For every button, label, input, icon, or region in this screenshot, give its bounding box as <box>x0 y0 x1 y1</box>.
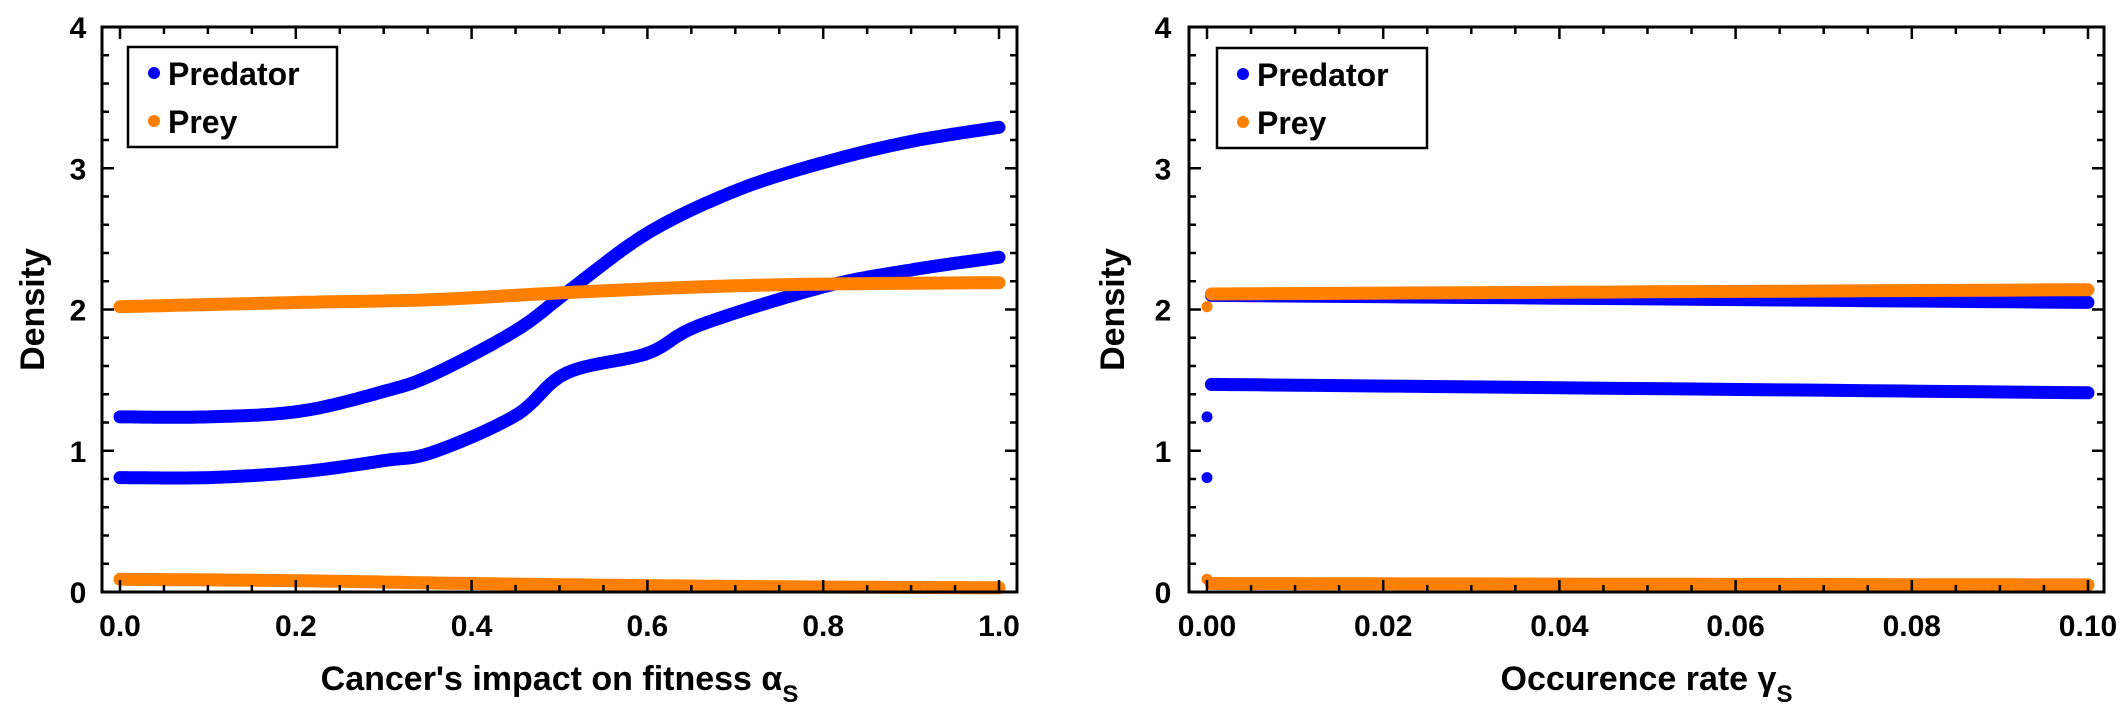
x-axis-title-subscript: S <box>782 681 798 708</box>
y-tick-label: 1 <box>1155 436 1172 469</box>
data-curve-prey <box>1204 577 2095 592</box>
x-axis-title-subscript: S <box>1776 681 1792 708</box>
axis-ticks <box>1189 25 2104 594</box>
y-axis-title: Density <box>1094 248 1132 371</box>
x-axis-title: Cancer's impact on fitness αS <box>321 660 799 708</box>
x-axis-title-text: Cancer's impact on fitness α <box>321 660 783 698</box>
legend-marker-predator <box>1237 68 1249 80</box>
panel-gamma: 0.00 0.02 0.04 0.06 0.08 0.10 0 1 2 3 4 Occurence… <box>1094 12 2117 708</box>
data-point-prey <box>1201 573 1213 585</box>
plot-area-marks <box>113 120 1006 595</box>
y-tick-label: 4 <box>1155 12 1172 45</box>
y-tick-label: 2 <box>1155 295 1172 328</box>
y-tick-label: 0 <box>1155 577 1172 610</box>
y-tick-label: 3 <box>1155 153 1172 186</box>
y-tick-label: 2 <box>70 295 87 328</box>
legend-label-prey: Prey <box>1257 105 1327 141</box>
legend: Predator Prey <box>126 45 339 149</box>
legend-marker-prey <box>148 115 160 127</box>
x-tick-label: 0.0 <box>99 610 141 643</box>
x-tick-label: 0.8 <box>802 610 844 643</box>
x-tick-label: 0.00 <box>1178 610 1236 643</box>
series-prey-3 <box>1204 577 2095 592</box>
series-prey-3 <box>113 572 1006 595</box>
data-curve-prey <box>113 572 1006 595</box>
x-tick-labels: 0.0 0.2 0.4 0.6 0.8 1.0 <box>99 610 1020 643</box>
y-tick-label: 3 <box>70 153 87 186</box>
panel-alpha: 0.0 0.2 0.4 0.6 0.8 1.0 0 1 2 3 4 Cancer's impact… <box>14 12 1020 708</box>
x-tick-label: 0.10 <box>2059 610 2117 643</box>
data-curve-predator <box>1204 377 2095 400</box>
series-prey-5 <box>1201 301 1213 585</box>
y-tick-labels: 0 1 2 3 4 <box>70 12 87 610</box>
plot-area-marks <box>1201 283 2095 592</box>
x-tick-label: 0.6 <box>627 610 669 643</box>
x-axis-title: Occurence rate γS <box>1501 660 1793 708</box>
data-point-prey <box>1201 301 1213 313</box>
x-tick-labels: 0.00 0.02 0.04 0.06 0.08 0.10 <box>1178 610 2117 643</box>
x-tick-label: 0.06 <box>1706 610 1764 643</box>
y-tick-label: 0 <box>70 577 87 610</box>
data-point-predator <box>1201 472 1213 484</box>
series-prey-2 <box>1204 283 2095 301</box>
legend-box <box>1215 46 1429 150</box>
x-tick-label: 0.04 <box>1530 610 1589 643</box>
legend-marker-predator <box>148 67 160 79</box>
legend-label-predator: Predator <box>168 56 300 92</box>
legend-label-predator: Predator <box>1257 57 1389 93</box>
x-tick-label: 0.02 <box>1354 610 1412 643</box>
data-curve-prey <box>113 276 1006 314</box>
y-axis-title: Density <box>14 248 52 371</box>
series-predator-0 <box>113 120 1006 424</box>
y-tick-label: 4 <box>70 12 87 45</box>
series-predator-1 <box>1204 377 2095 400</box>
x-axis-title-text: Occurence rate γ <box>1501 660 1777 698</box>
legend-marker-prey <box>1237 116 1249 128</box>
data-curve-prey <box>1204 283 2095 301</box>
x-tick-label: 1.0 <box>978 610 1020 643</box>
series-prey-2 <box>113 276 1006 314</box>
x-tick-label: 0.2 <box>275 610 317 643</box>
y-tick-label: 1 <box>70 436 87 469</box>
data-point-predator <box>1201 411 1213 423</box>
data-curve-predator <box>113 120 1006 424</box>
axis-ticks <box>102 25 1017 594</box>
x-tick-label: 0.08 <box>1883 610 1941 643</box>
legend-label-prey: Prey <box>168 104 238 140</box>
y-tick-labels: 0 1 2 3 4 <box>1155 12 1172 610</box>
x-tick-label: 0.4 <box>451 610 493 643</box>
legend-box <box>126 45 339 149</box>
legend: Predator Prey <box>1215 46 1429 150</box>
series-predator-4 <box>1201 411 1213 484</box>
